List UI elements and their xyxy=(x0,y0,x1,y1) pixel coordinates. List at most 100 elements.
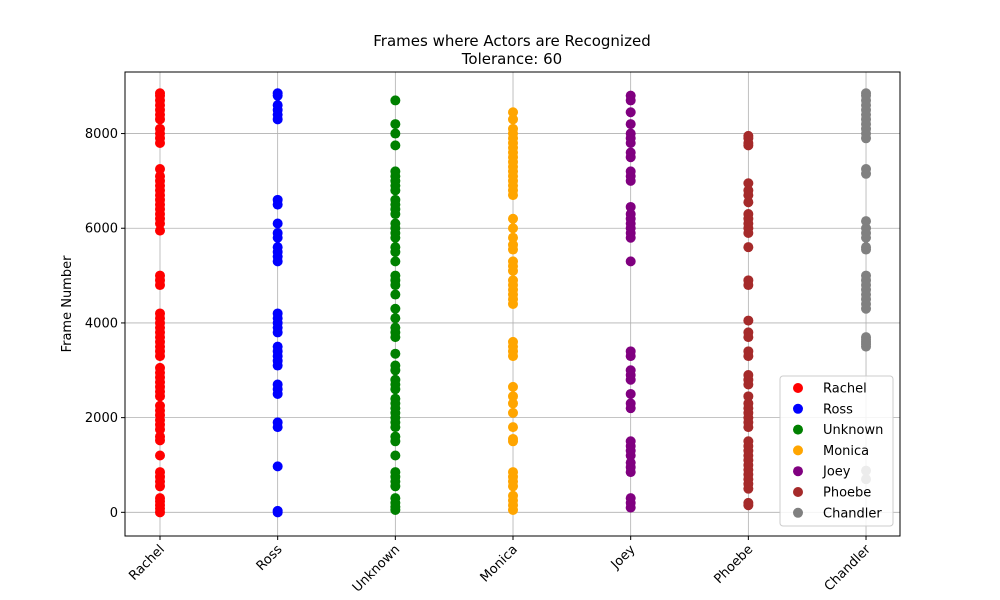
data-point xyxy=(743,346,754,357)
data-point xyxy=(625,201,636,212)
data-point xyxy=(155,450,165,461)
y-tick-label: 8000 xyxy=(85,127,118,142)
data-point xyxy=(390,313,401,324)
data-point xyxy=(508,407,519,418)
data-point xyxy=(390,166,401,177)
data-point xyxy=(155,308,165,319)
data-point xyxy=(743,197,754,208)
data-point xyxy=(743,497,754,508)
data-point xyxy=(743,242,754,253)
y-axis-label: Frame Number xyxy=(60,255,75,353)
data-point xyxy=(155,467,165,478)
legend-marker xyxy=(793,383,803,393)
data-point xyxy=(390,374,401,385)
y-tick-label: 0 xyxy=(110,506,118,521)
data-point xyxy=(155,123,165,134)
legend-label: Joey xyxy=(822,465,851,480)
data-point xyxy=(155,225,165,236)
data-point xyxy=(625,256,636,267)
data-point xyxy=(743,436,754,447)
data-point xyxy=(390,194,401,205)
legend-label: Monica xyxy=(823,444,869,459)
legend-marker xyxy=(793,487,803,497)
plot-frame xyxy=(124,71,901,537)
legend-label: Rachel xyxy=(823,382,867,397)
data-point xyxy=(508,336,519,347)
data-point xyxy=(508,490,519,501)
data-point xyxy=(390,431,401,442)
data-point xyxy=(155,400,165,411)
data-point xyxy=(390,242,401,253)
data-point xyxy=(508,391,519,402)
data-point xyxy=(272,227,283,238)
chart-title: Frames where Actors are Recognized xyxy=(373,32,650,50)
data-point xyxy=(508,123,519,134)
data-point xyxy=(743,391,754,402)
data-point xyxy=(272,88,283,99)
data-point xyxy=(625,398,636,409)
data-point xyxy=(743,315,754,326)
legend-marker xyxy=(793,466,803,477)
data-point xyxy=(861,242,872,253)
data-point xyxy=(155,171,165,182)
data-point xyxy=(390,450,401,461)
data-point xyxy=(508,398,519,409)
data-point xyxy=(625,119,636,130)
data-point xyxy=(508,256,519,267)
data-point xyxy=(508,422,519,433)
data-point xyxy=(390,119,401,130)
data-point xyxy=(390,360,401,371)
data-point xyxy=(390,303,401,314)
data-point xyxy=(390,493,401,504)
y-tick-label: 2000 xyxy=(85,411,118,426)
data-point xyxy=(390,95,401,106)
data-point xyxy=(508,232,519,243)
data-point xyxy=(155,362,165,373)
data-point xyxy=(625,147,636,158)
legend-marker xyxy=(793,424,803,435)
data-point xyxy=(625,493,636,504)
data-point xyxy=(390,289,401,300)
legend-marker xyxy=(793,445,803,456)
legend-label: Unknown xyxy=(823,423,883,438)
data-point xyxy=(272,341,283,352)
chart-subtitle: Tolerance: 60 xyxy=(461,50,562,68)
legend-marker xyxy=(793,403,803,414)
data-point xyxy=(861,332,872,343)
data-point xyxy=(625,128,636,139)
data-point xyxy=(155,270,165,281)
data-point xyxy=(155,431,165,442)
data-point xyxy=(508,275,519,286)
legend-label: Chandler xyxy=(823,506,882,521)
data-point xyxy=(625,388,636,399)
data-point xyxy=(743,178,754,189)
legend-box xyxy=(779,375,894,527)
data-point xyxy=(625,107,636,118)
data-point xyxy=(743,370,754,381)
data-point xyxy=(743,327,754,338)
data-point xyxy=(743,398,754,409)
data-point xyxy=(390,128,401,139)
data-point xyxy=(155,493,165,504)
data-point xyxy=(390,467,401,478)
data-point xyxy=(390,393,401,404)
data-point xyxy=(508,433,519,444)
data-point xyxy=(272,417,283,428)
y-tick-label: 4000 xyxy=(85,316,118,331)
data-point xyxy=(508,381,519,392)
legend-label: Ross xyxy=(823,402,853,417)
data-point xyxy=(508,467,519,478)
data-point xyxy=(743,275,754,286)
data-point xyxy=(272,218,283,229)
data-point xyxy=(861,270,872,281)
data-point xyxy=(272,308,283,319)
data-point xyxy=(508,239,519,250)
data-point xyxy=(390,348,401,359)
data-point xyxy=(272,505,283,516)
data-point xyxy=(390,140,401,151)
data-point xyxy=(625,90,636,101)
data-point xyxy=(508,107,519,118)
data-point xyxy=(625,166,636,177)
data-point xyxy=(390,256,401,267)
data-point xyxy=(508,223,519,234)
